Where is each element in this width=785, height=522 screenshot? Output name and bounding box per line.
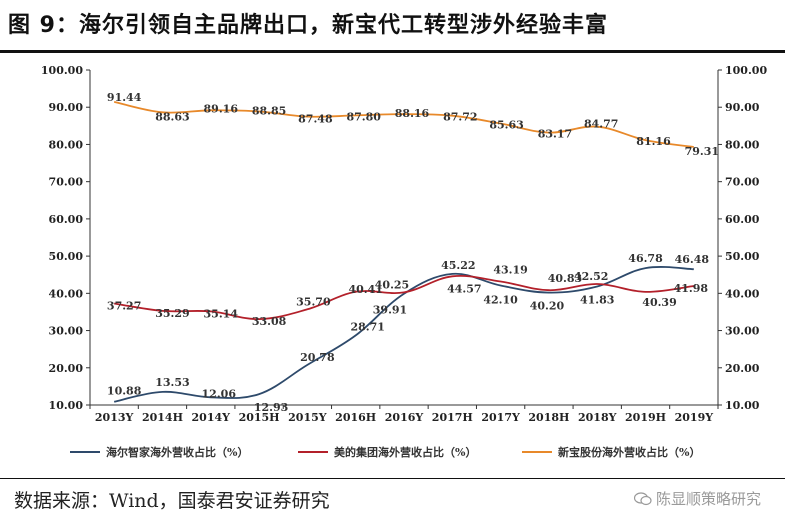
left-y-tick-label: 10.00 — [49, 399, 84, 412]
line-chart: 10.00 10.00 20.00 20.00 30.00 30.00 40.00 40.00… — [41, 64, 768, 459]
midea-data-label: 41.98 — [674, 282, 709, 295]
midea-data-label: 35.14 — [204, 307, 239, 320]
legend-haier-label: 海尔智家海外营收占比（%） — [106, 445, 248, 459]
x-tick-label: 2019Y — [675, 411, 714, 424]
x-tick-label: 2016H — [335, 411, 376, 424]
x-tick-label: 2014Y — [192, 411, 231, 424]
haier-series-line — [113, 266, 694, 403]
haier-data-label: 40.20 — [530, 300, 565, 313]
left-y-tick-label: 70.00 — [49, 176, 84, 189]
midea-data-label: 40.41 — [348, 283, 382, 296]
right-y-tick-label: 90.00 — [725, 101, 760, 114]
x-tick-label: 2016Y — [385, 411, 424, 424]
x-tick-label: 2015H — [239, 411, 280, 424]
haier-data-label: 42.10 — [483, 294, 518, 307]
left-y-tick-label: 60.00 — [49, 213, 84, 226]
haier-data-label: 39.91 — [373, 304, 407, 317]
xinbao-data-label: 87.72 — [443, 111, 477, 124]
midea-data-label: 40.25 — [375, 278, 409, 291]
haier-data-label: 13.53 — [155, 376, 189, 389]
right-y-tick-label: 40.00 — [725, 287, 760, 300]
x-tick-label: 2017H — [432, 411, 473, 424]
right-y-tick-label: 100.00 — [725, 64, 767, 77]
data-labels: 10.88 13.53 12.06 12.93 20.78 28.71 39.91 45.22… — [107, 91, 719, 414]
xinbao-data-label: 79.31 — [685, 145, 719, 158]
watermark-text: 陈显顺策略研究 — [655, 490, 761, 508]
haier-data-label: 12.06 — [202, 387, 237, 400]
watermark: 陈显顺策略研究 — [633, 488, 761, 509]
haier-data-label: 46.48 — [675, 253, 710, 266]
left-y-tick-label: 80.00 — [49, 138, 84, 151]
legend: 海尔智家海外营收占比（%） 美的集团海外营收占比（%） 新宝股份海外营收占比（%） — [70, 445, 700, 459]
right-y-tick-label: 70.00 — [725, 176, 760, 189]
xinbao-data-label: 83.17 — [538, 128, 572, 141]
haier-data-label: 20.78 — [300, 351, 335, 364]
chart-title: 图 9：海尔引领自主品牌出口，新宝代工转型涉外经验丰富 — [8, 13, 608, 38]
midea-data-label: 44.57 — [447, 282, 481, 295]
x-tick-label: 2018H — [528, 411, 569, 424]
xinbao-data-label: 85.63 — [489, 118, 523, 131]
midea-series-line — [114, 274, 694, 321]
haier-data-label: 41.83 — [580, 294, 614, 307]
x-tick-label: 2018Y — [578, 411, 617, 424]
xinbao-data-label: 84.77 — [584, 118, 618, 131]
xinbao-data-label: 89.16 — [204, 102, 239, 115]
x-tick-label: 2019H — [625, 411, 666, 424]
midea-data-label: 42.52 — [574, 270, 608, 283]
source-note: 数据来源：Wind，国泰君安证券研究 — [14, 490, 330, 512]
xinbao-data-label: 81.16 — [636, 135, 671, 148]
xinbao-data-label: 87.80 — [346, 110, 381, 123]
midea-data-label: 33.08 — [252, 315, 287, 328]
source-divider — [0, 478, 785, 479]
left-y-tick-label: 50.00 — [49, 250, 84, 263]
legend-xinbao-label: 新宝股份海外营收占比（%） — [558, 445, 700, 459]
left-y-tick-label: 100.00 — [41, 64, 83, 77]
xinbao-data-label: 87.48 — [298, 113, 333, 126]
left-y-tick-label: 40.00 — [49, 287, 84, 300]
haier-data-label: 28.71 — [350, 320, 384, 333]
x-tick-label: 2013Y — [95, 411, 134, 424]
left-y-tick-label: 90.00 — [49, 101, 84, 114]
midea-data-label: 35.70 — [296, 295, 331, 308]
xinbao-series-line — [113, 100, 694, 148]
xinbao-data-label: 88.85 — [252, 105, 286, 118]
xinbao-data-label: 88.16 — [395, 107, 430, 120]
x-tick-label: 2014H — [142, 411, 183, 424]
midea-data-label: 40.39 — [642, 296, 676, 309]
right-y-tick-label: 50.00 — [725, 250, 760, 263]
right-y-tick-label: 10.00 — [725, 399, 760, 412]
legend-midea-label: 美的集团海外营收占比（%） — [334, 445, 476, 459]
haier-data-label: 45.22 — [441, 259, 475, 272]
right-y-tick-label: 80.00 — [725, 138, 760, 151]
wechat-icon — [633, 492, 652, 506]
midea-data-label: 37.27 — [107, 299, 141, 312]
x-tick-label: 2017Y — [481, 411, 520, 424]
right-y-tick-label: 20.00 — [725, 362, 760, 375]
haier-data-label: 10.88 — [107, 385, 142, 398]
xinbao-data-label: 91.44 — [107, 91, 142, 104]
title-divider — [0, 50, 785, 53]
axes-group: 10.00 10.00 20.00 20.00 30.00 30.00 40.00 40.00… — [41, 64, 768, 424]
midea-data-label: 35.29 — [155, 307, 189, 320]
xinbao-data-label: 88.63 — [155, 110, 189, 123]
haier-data-label: 46.78 — [628, 252, 663, 265]
x-tick-label: 2015Y — [288, 411, 327, 424]
midea-data-label: 43.19 — [493, 263, 527, 276]
midea-data-label: 40.83 — [548, 272, 582, 285]
left-y-tick-label: 30.00 — [49, 325, 84, 338]
series-lines — [113, 100, 694, 403]
left-y-tick-label: 20.00 — [49, 362, 84, 375]
right-y-tick-label: 30.00 — [725, 325, 760, 338]
right-y-tick-label: 60.00 — [725, 213, 760, 226]
haier-data-label: 12.93 — [254, 401, 288, 414]
